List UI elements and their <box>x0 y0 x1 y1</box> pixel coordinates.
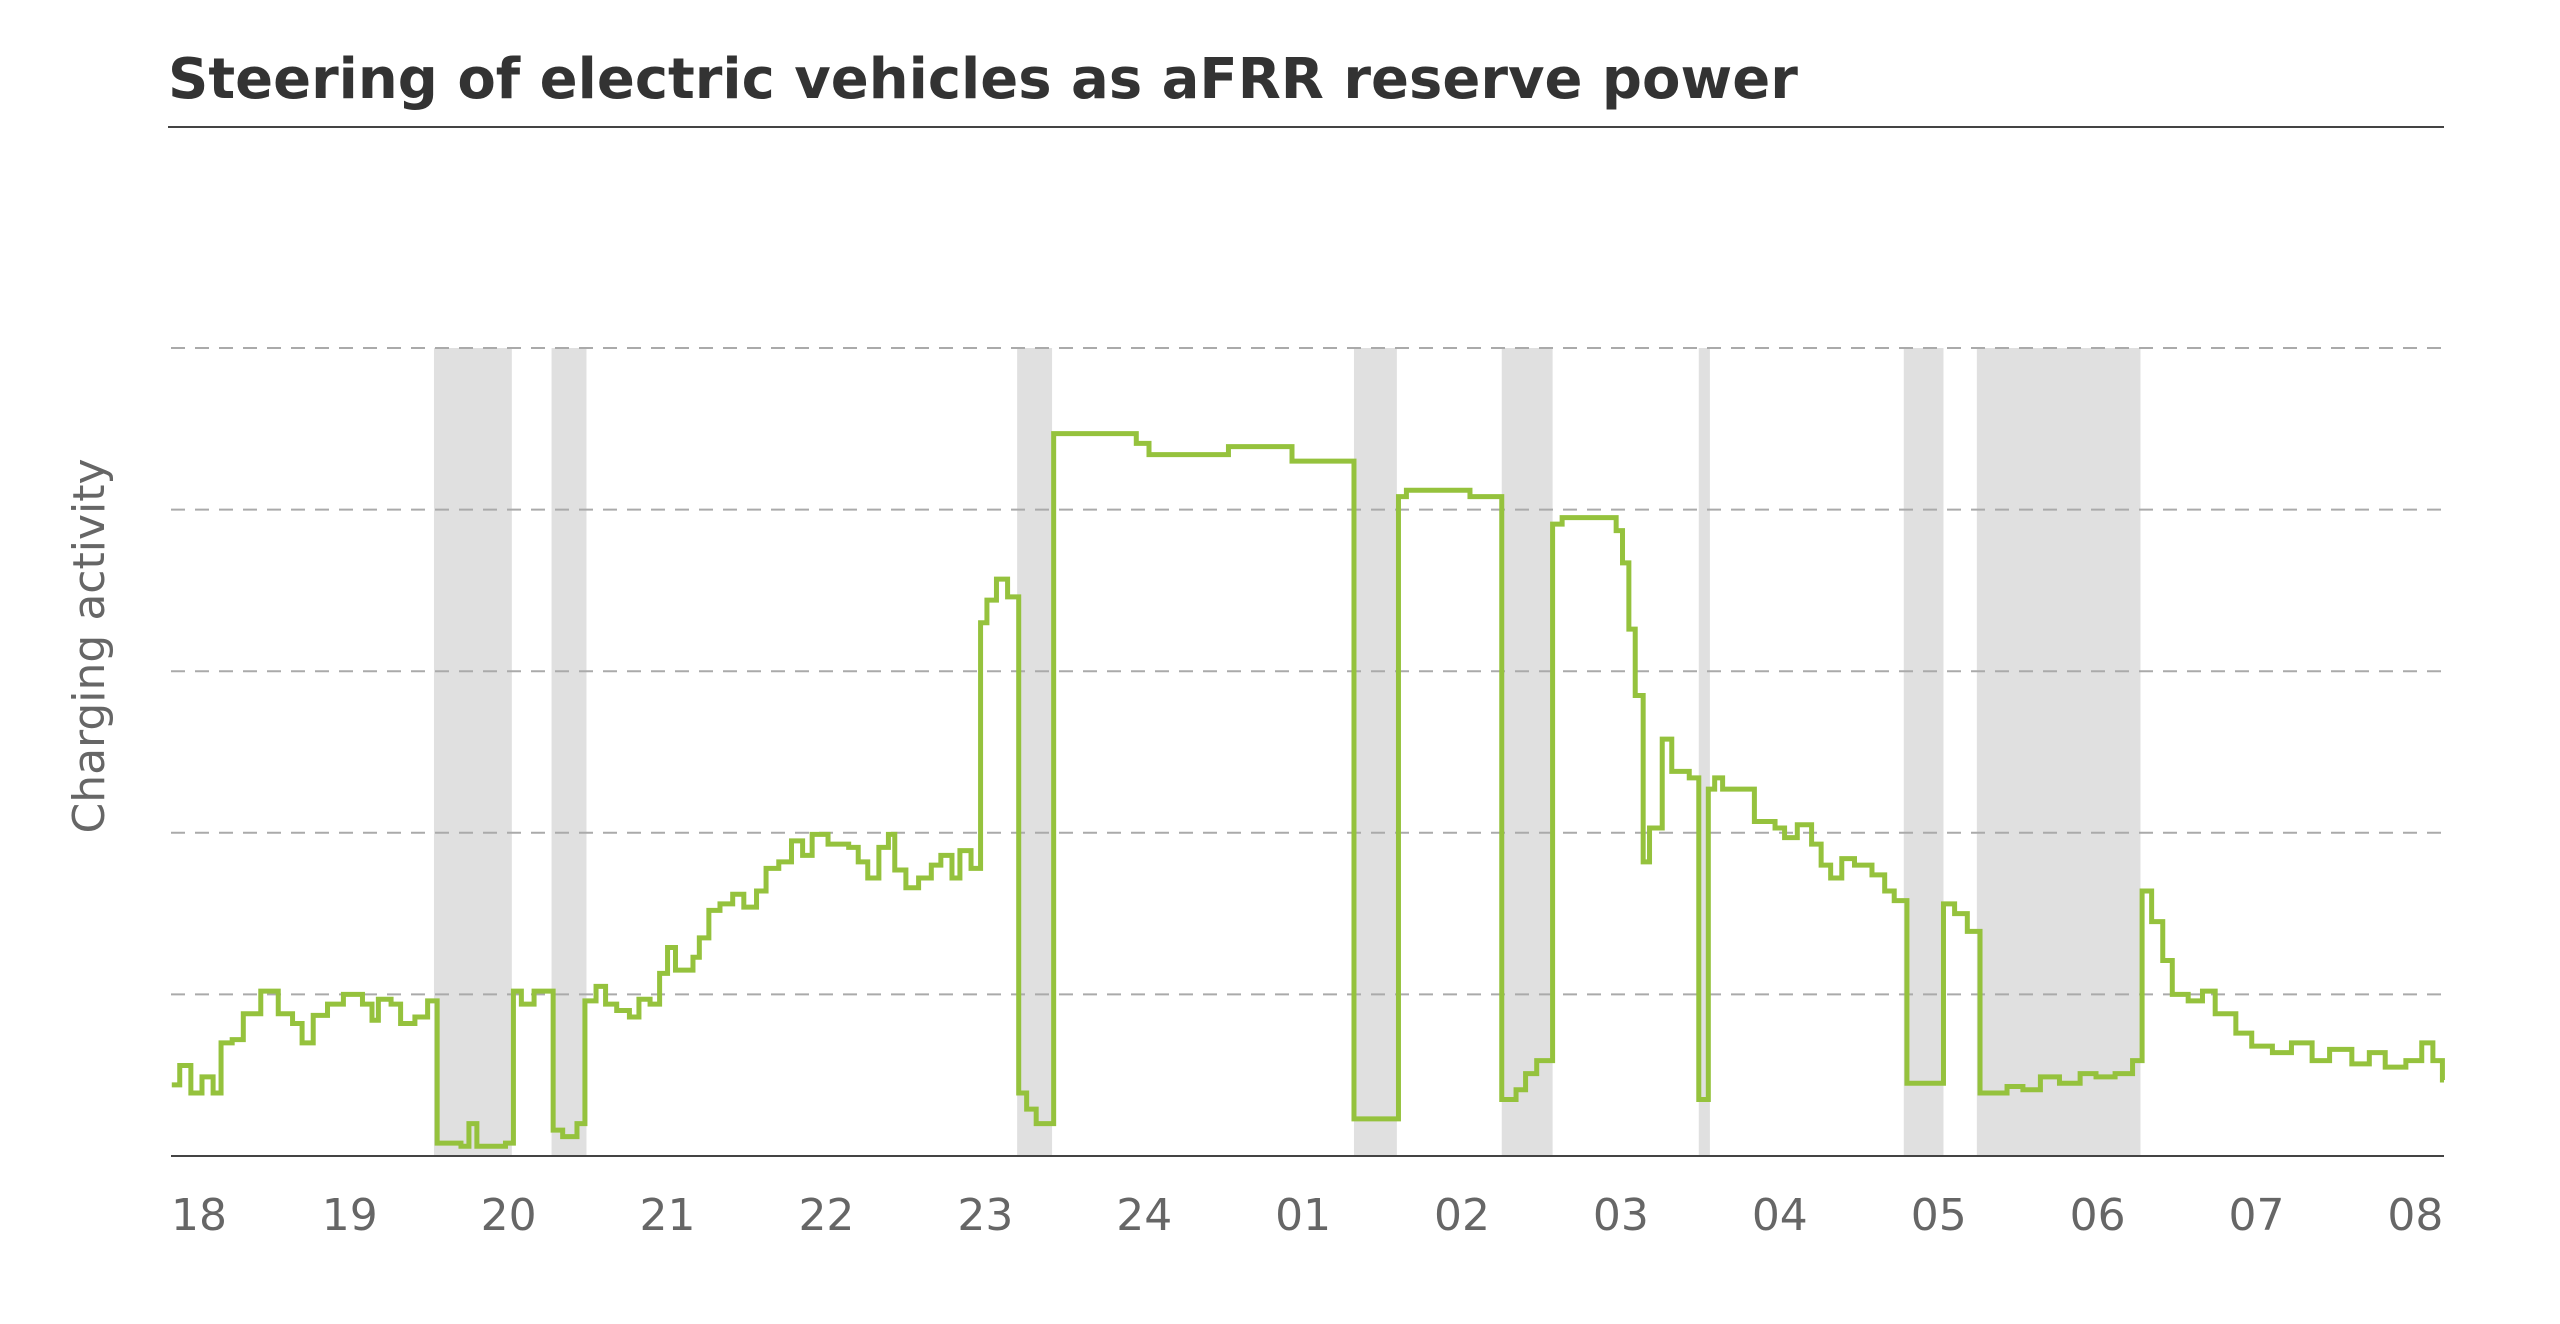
x-tick-label: 03 <box>1593 1190 1649 1241</box>
highlight-band <box>1017 348 1053 1156</box>
y-axis-label: Charging activity <box>64 458 115 833</box>
x-tick-label: 05 <box>1911 1190 1967 1241</box>
highlight-band <box>551 348 587 1156</box>
x-tick-label: 20 <box>481 1190 537 1241</box>
highlight-band <box>1903 348 1944 1156</box>
highlight-band <box>1976 348 2141 1156</box>
x-tick-label: 23 <box>957 1190 1013 1241</box>
x-tick-label: 18 <box>171 1190 227 1241</box>
highlight-band <box>433 348 512 1156</box>
data-line <box>171 431 2445 1149</box>
x-tick-label: 02 <box>1434 1190 1490 1241</box>
x-tick-label: 07 <box>2229 1190 2285 1241</box>
highlight-band <box>1698 348 1710 1156</box>
x-tick-label: 08 <box>2387 1190 2443 1241</box>
highlight-band <box>1501 348 1553 1156</box>
x-tick-label: 21 <box>640 1190 696 1241</box>
x-tick-label: 06 <box>2070 1190 2126 1241</box>
highlight-band <box>1353 348 1397 1156</box>
x-tick-label: 01 <box>1275 1190 1331 1241</box>
x-tick-label: 19 <box>322 1190 378 1241</box>
x-tick-label: 22 <box>798 1190 854 1241</box>
chart-title: Steering of electric vehicles as aFRR re… <box>168 47 1798 112</box>
x-tick-label: 04 <box>1752 1190 1808 1241</box>
x-tick-label: 24 <box>1116 1190 1172 1241</box>
